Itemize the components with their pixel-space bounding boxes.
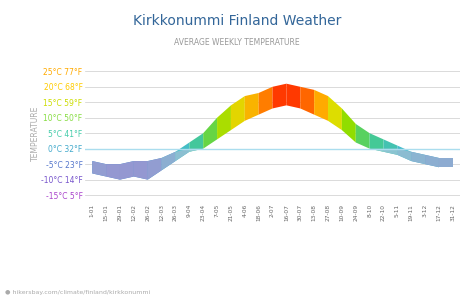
Polygon shape [106,164,120,180]
Polygon shape [342,108,356,142]
Polygon shape [134,161,148,180]
Polygon shape [397,149,411,161]
Polygon shape [397,146,411,161]
Polygon shape [301,87,314,115]
Text: AVERAGE WEEKLY TEMPERATURE: AVERAGE WEEKLY TEMPERATURE [174,38,300,47]
Polygon shape [92,161,106,176]
Polygon shape [203,118,217,149]
Polygon shape [120,161,134,180]
Polygon shape [286,84,301,108]
Polygon shape [106,164,120,180]
Polygon shape [120,161,134,180]
Polygon shape [175,142,189,161]
Polygon shape [189,133,203,152]
Polygon shape [134,161,148,180]
Polygon shape [370,133,383,152]
Polygon shape [162,152,175,170]
Polygon shape [148,158,162,180]
Polygon shape [328,96,342,130]
Polygon shape [148,158,162,180]
Polygon shape [425,155,439,167]
Polygon shape [189,149,203,152]
Polygon shape [425,155,439,167]
Y-axis label: TEMPERATURE: TEMPERATURE [31,105,40,161]
Polygon shape [439,158,453,167]
Polygon shape [383,149,397,155]
Polygon shape [356,124,370,149]
Polygon shape [217,105,231,139]
Text: ● hikersbay.com/climate/finland/kirkkonummi: ● hikersbay.com/climate/finland/kirkkonu… [5,289,150,295]
Polygon shape [411,152,425,164]
Polygon shape [231,96,245,130]
Polygon shape [370,149,383,152]
Polygon shape [175,149,189,161]
Polygon shape [439,158,453,167]
Polygon shape [245,93,259,121]
Polygon shape [162,152,175,170]
Polygon shape [314,90,328,121]
Polygon shape [92,161,106,176]
Polygon shape [411,152,425,164]
Text: Kirkkonummi Finland Weather: Kirkkonummi Finland Weather [133,14,341,28]
Polygon shape [383,139,397,155]
Polygon shape [259,87,273,115]
Polygon shape [273,84,286,108]
